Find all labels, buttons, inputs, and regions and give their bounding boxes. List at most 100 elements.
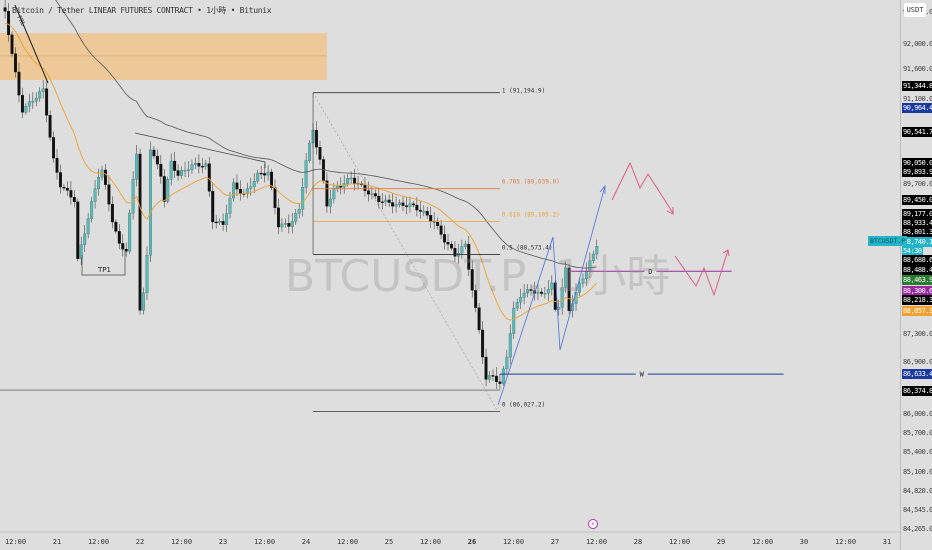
candle bbox=[595, 246, 599, 255]
lightning-event-icon[interactable]: ⚡ bbox=[588, 519, 598, 529]
candle bbox=[436, 221, 440, 226]
price-tag: 88,463.9 bbox=[902, 275, 932, 285]
candle bbox=[263, 173, 267, 176]
time-tick-label: 31 bbox=[882, 538, 892, 546]
candle bbox=[498, 381, 502, 384]
price-tick-label: 85,100.0 bbox=[903, 468, 932, 476]
tp1-label: TP1 bbox=[97, 266, 111, 274]
candle bbox=[515, 302, 519, 309]
frl-label: FRL bbox=[15, 15, 27, 28]
price-chart[interactable]: 1 (91,194.9) 0.705 (89,639.0) 0.618 (89,10… bbox=[0, 0, 900, 531]
candle bbox=[418, 209, 422, 212]
candle bbox=[204, 163, 208, 168]
candle bbox=[249, 186, 253, 189]
candle bbox=[169, 160, 173, 180]
candle bbox=[252, 180, 256, 187]
candle bbox=[155, 155, 159, 165]
projection-path-pink-down bbox=[611, 161, 674, 214]
price-tag: 88,218.3 bbox=[902, 295, 932, 305]
arrow-head-icon bbox=[666, 207, 674, 215]
candle bbox=[180, 170, 184, 176]
price-tag: 88,801.3 bbox=[902, 227, 932, 237]
candle bbox=[273, 187, 277, 209]
candle bbox=[283, 223, 287, 225]
time-tick-label: 12:00 bbox=[668, 538, 691, 546]
candle bbox=[48, 115, 52, 138]
candle bbox=[325, 180, 329, 207]
price-tick-label: 85,700.0 bbox=[903, 429, 932, 437]
tp1-bracket bbox=[81, 250, 126, 276]
candle bbox=[31, 101, 35, 103]
candle bbox=[142, 292, 145, 311]
candle bbox=[501, 368, 505, 384]
time-tick-label: 30 bbox=[799, 538, 809, 546]
time-tick-label: 12:00 bbox=[253, 538, 276, 546]
candle bbox=[97, 177, 100, 190]
candle bbox=[391, 202, 395, 207]
candle bbox=[450, 244, 453, 249]
candle bbox=[218, 221, 222, 223]
price-tag: 90,050.0 bbox=[902, 158, 932, 168]
candle bbox=[7, 11, 11, 36]
arrow-head-icon bbox=[599, 184, 606, 194]
candle bbox=[193, 163, 197, 165]
candle bbox=[494, 375, 498, 382]
price-axis[interactable]: 92,400.092,000.091,600.091,344.891,100.0… bbox=[900, 0, 932, 550]
candle bbox=[20, 94, 24, 113]
candle bbox=[166, 179, 170, 202]
trend-line bbox=[134, 132, 266, 168]
symbol-watermark: BTCUSDT.P, 1小時 bbox=[285, 251, 671, 302]
candle bbox=[104, 169, 107, 185]
candle bbox=[148, 149, 152, 256]
candle bbox=[550, 282, 554, 290]
candle bbox=[3, 7, 7, 12]
candle bbox=[138, 153, 142, 311]
time-axis[interactable]: 12:00 21 12:00 22 12:00 23 12:00 24 12:00 25 12:00… bbox=[0, 531, 900, 550]
candle bbox=[401, 202, 405, 206]
candle bbox=[346, 178, 350, 184]
candle bbox=[24, 105, 28, 113]
candle bbox=[519, 297, 523, 303]
fib-level-label: 0 (86,027.2) bbox=[502, 402, 545, 409]
candle bbox=[145, 255, 149, 294]
price-tag: 91,344.8 bbox=[902, 81, 932, 91]
price-tag: 88,740.1 bbox=[902, 237, 932, 247]
time-tick-label: 21 bbox=[52, 538, 62, 546]
time-tick-label: 12:00 bbox=[4, 538, 27, 546]
candle bbox=[522, 292, 526, 298]
candle bbox=[121, 243, 125, 250]
price-tick-label: 91,600.0 bbox=[903, 65, 932, 73]
candle bbox=[52, 137, 56, 159]
candle bbox=[117, 231, 121, 244]
projection-path-blue bbox=[497, 185, 606, 406]
fib-level-label: 0.5 (88,573.4) bbox=[502, 244, 553, 251]
price-tick-label: 84,545.0 bbox=[903, 506, 932, 514]
price-tick-label: 85,400.0 bbox=[903, 448, 932, 456]
candle bbox=[38, 91, 42, 99]
candle bbox=[394, 204, 398, 207]
candle bbox=[110, 203, 114, 223]
candle bbox=[10, 34, 14, 54]
candle bbox=[536, 291, 540, 294]
candle bbox=[380, 201, 384, 203]
candle bbox=[453, 248, 457, 257]
candle bbox=[55, 157, 59, 173]
currency-selector[interactable]: USDT bbox=[904, 3, 926, 17]
fib-level-label: 0.618 (89,105.2) bbox=[502, 212, 560, 219]
candle bbox=[477, 307, 481, 331]
candle bbox=[377, 195, 381, 202]
candle bbox=[17, 71, 21, 96]
candle bbox=[505, 356, 509, 370]
price-tag: 89,177.0 bbox=[902, 209, 932, 219]
price-tag: 54:30 bbox=[902, 246, 923, 256]
candle bbox=[349, 177, 353, 180]
time-tick-label: 25 bbox=[384, 538, 394, 546]
price-tag: 89,450.0 bbox=[902, 195, 932, 205]
candle bbox=[14, 53, 17, 73]
candle bbox=[526, 289, 530, 294]
candle bbox=[59, 172, 62, 188]
price-tag: 86,633.4 bbox=[902, 369, 932, 379]
candle bbox=[76, 201, 80, 259]
candle bbox=[591, 253, 595, 261]
candle bbox=[567, 267, 571, 311]
